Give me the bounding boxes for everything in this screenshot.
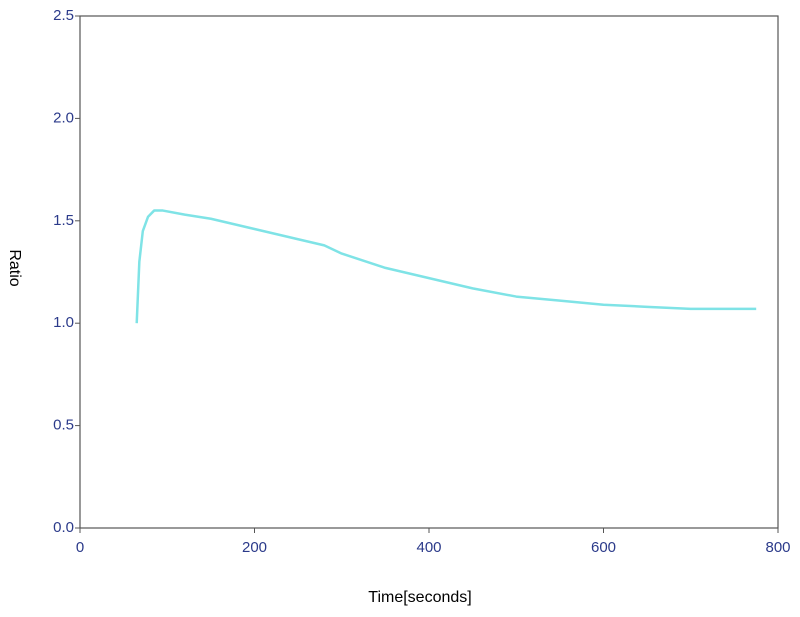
y-axis-label: Ratio <box>6 249 23 286</box>
x-tick-label: 400 <box>416 539 441 556</box>
y-tick-label: 2.5 <box>53 7 74 24</box>
x-axis-label: Time[seconds] <box>368 589 471 606</box>
x-tick-label: 600 <box>591 539 616 556</box>
data-line <box>135 209 757 324</box>
plot-frame <box>79 15 779 529</box>
y-tick-label: 2.0 <box>53 109 74 126</box>
x-tick-label: 0 <box>76 539 84 556</box>
y-tick-label: 1.5 <box>53 212 74 229</box>
y-tick-label: 0.0 <box>53 519 74 536</box>
x-tick-label: 800 <box>765 539 790 556</box>
y-tick-label: 1.0 <box>53 314 74 331</box>
x-tick-label: 200 <box>242 539 267 556</box>
y-tick-label: 0.5 <box>53 417 74 434</box>
